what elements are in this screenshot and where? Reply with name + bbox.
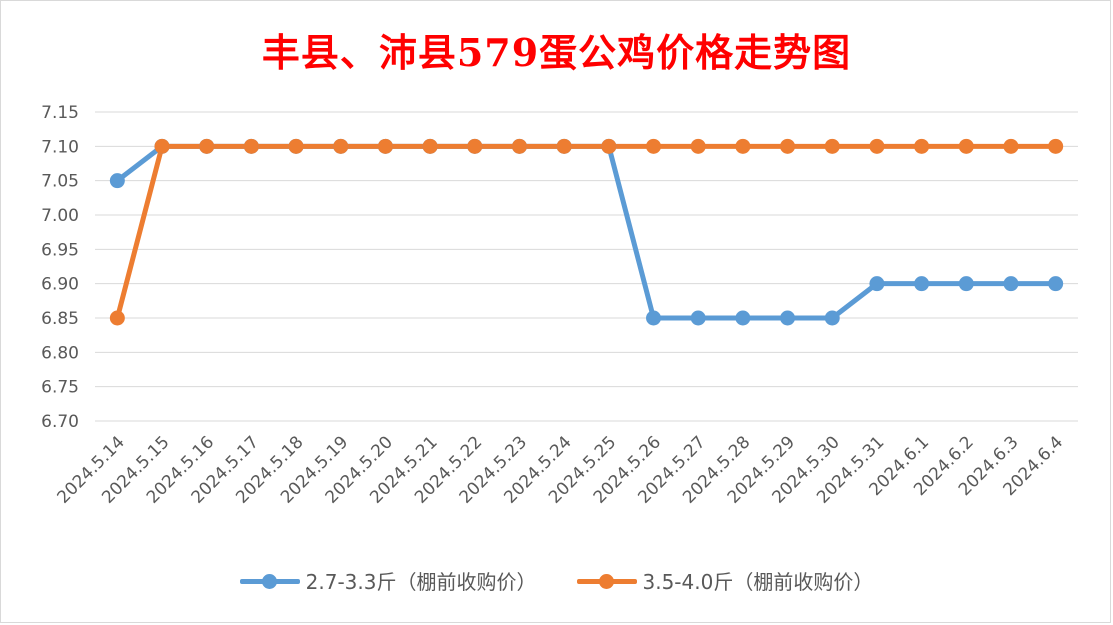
data-point-series-1 — [824, 310, 840, 326]
data-point-series-2 — [154, 138, 170, 154]
data-point-series-1 — [958, 276, 974, 292]
y-tick-label: 6.85 — [41, 309, 79, 329]
y-tick-label: 7.05 — [41, 172, 79, 192]
data-point-series-2 — [109, 310, 125, 326]
data-point-series-2 — [735, 138, 751, 154]
data-point-series-2 — [377, 138, 393, 154]
y-tick-label: 6.95 — [41, 240, 79, 260]
data-point-series-2 — [511, 138, 527, 154]
data-point-series-1 — [914, 276, 930, 292]
data-point-series-2 — [869, 138, 885, 154]
legend-item-series-1: 2.7-3.3斤（棚前收购价） — [239, 566, 537, 595]
legend-swatch-series-1 — [239, 573, 300, 589]
data-point-series-2 — [467, 138, 483, 154]
data-point-series-2 — [780, 138, 796, 154]
data-point-series-2 — [422, 138, 438, 154]
legend-swatch-series-2 — [576, 573, 637, 589]
legend-label-series-2: 3.5-4.0斤（棚前收购价） — [642, 570, 874, 594]
data-point-series-2 — [556, 138, 572, 154]
data-point-series-1 — [780, 310, 796, 326]
data-point-series-1 — [735, 310, 751, 326]
data-point-series-1 — [1048, 276, 1064, 292]
data-point-series-1 — [1003, 276, 1019, 292]
y-tick-label: 6.80 — [41, 343, 79, 363]
data-point-series-2 — [914, 138, 930, 154]
legend-label-series-1: 2.7-3.3斤（棚前收购价） — [305, 570, 537, 594]
data-point-series-1 — [869, 276, 885, 292]
data-point-series-2 — [288, 138, 304, 154]
y-tick-label: 6.70 — [41, 412, 79, 432]
y-tick-label: 6.75 — [41, 378, 79, 398]
data-point-series-2 — [646, 138, 662, 154]
data-point-series-2 — [333, 138, 349, 154]
y-tick-label: 6.90 — [41, 275, 79, 295]
chart-title: 丰县、沛县579蛋公鸡价格走势图 — [261, 30, 852, 75]
data-point-series-2 — [1003, 138, 1019, 154]
series-line-2 — [114, 143, 1059, 321]
data-point-series-2 — [243, 138, 259, 154]
legend-item-series-2: 3.5-4.0斤（棚前收购价） — [576, 566, 874, 595]
data-point-series-1 — [690, 310, 706, 326]
series-line-1 — [114, 143, 1059, 321]
data-point-series-2 — [601, 138, 617, 154]
data-point-series-2 — [690, 138, 706, 154]
data-point-series-2 — [199, 138, 215, 154]
y-tick-label: 7.00 — [41, 206, 79, 226]
data-point-series-2 — [958, 138, 974, 154]
data-point-series-2 — [824, 138, 840, 154]
data-point-series-1 — [109, 173, 125, 189]
data-point-series-1 — [646, 310, 662, 326]
data-point-series-2 — [1048, 138, 1064, 154]
chart-legend: 2.7-3.3斤（棚前收购价） 3.5-4.0斤（棚前收购价） — [0, 566, 1113, 595]
y-tick-label: 7.15 — [41, 103, 79, 123]
y-tick-label: 7.10 — [41, 137, 79, 157]
